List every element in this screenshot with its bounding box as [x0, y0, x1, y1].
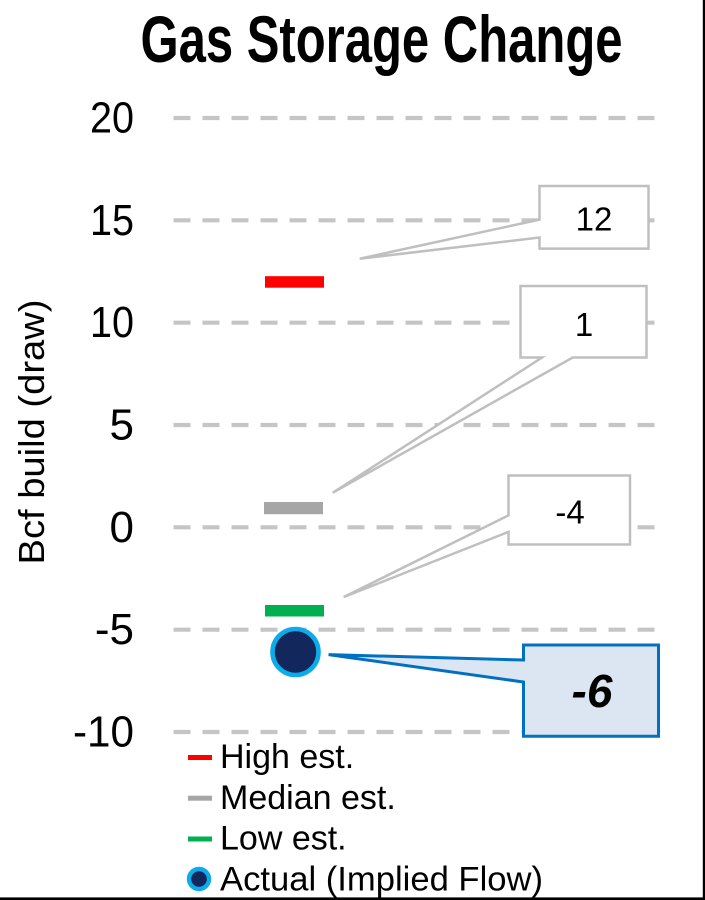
svg-text:High est.: High est.	[220, 738, 354, 776]
svg-text:20: 20	[90, 94, 134, 143]
svg-text:1: 1	[575, 306, 593, 343]
svg-text:Median est.: Median est.	[220, 779, 396, 817]
svg-text:Actual (Implied Flow): Actual (Implied Flow)	[220, 860, 543, 898]
svg-text:Bcf build (draw): Bcf build (draw)	[11, 300, 52, 565]
svg-text:Low est.: Low est.	[220, 820, 347, 858]
svg-text:10: 10	[90, 298, 134, 347]
svg-text:0: 0	[110, 503, 134, 552]
svg-text:5: 5	[110, 401, 134, 450]
svg-text:-6: -6	[572, 665, 613, 717]
svg-text:-4: -4	[555, 494, 584, 531]
svg-text:Gas Storage Change: Gas Storage Change	[141, 2, 623, 76]
svg-text:-5: -5	[95, 605, 134, 654]
svg-text:15: 15	[90, 196, 134, 245]
svg-text:12: 12	[576, 201, 613, 238]
svg-text:-10: -10	[73, 708, 134, 757]
